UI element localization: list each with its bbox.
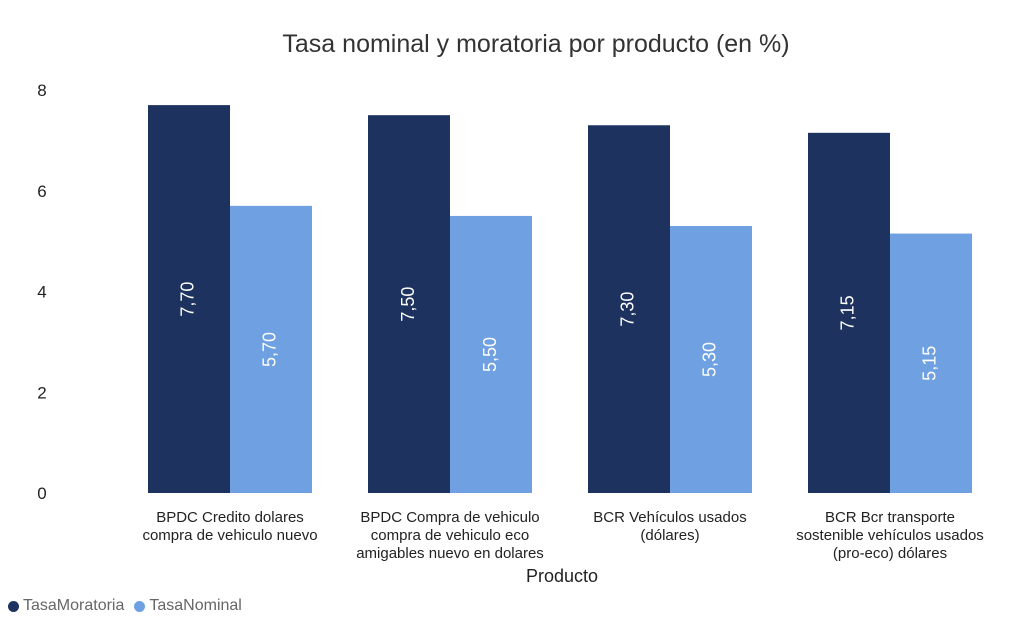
x-tick-label: BPDC Compra de vehiculo <box>360 509 539 526</box>
x-tick-label: amigables nuevo en dolares <box>356 545 544 562</box>
bar-value-label: 7,50 <box>398 287 418 322</box>
legend: TasaMoratoria TasaNominal <box>8 597 252 615</box>
y-tick-label: 8 <box>37 81 46 100</box>
bar-tasamoratoria[interactable] <box>148 105 230 494</box>
legend-item-nominal[interactable]: TasaNominal <box>134 597 242 615</box>
bar-value-label: 7,30 <box>618 292 638 327</box>
legend-swatch-nominal <box>134 600 146 612</box>
y-tick-label: 2 <box>37 383 46 402</box>
bar-value-label: 7,15 <box>838 295 858 330</box>
x-tick-label: BCR Vehículos usados <box>593 509 746 526</box>
y-tick-label: 6 <box>37 182 46 201</box>
bar-tasamoratoria[interactable] <box>588 125 670 493</box>
x-tick-label: (dólares) <box>640 527 699 544</box>
legend-label-moratoria: TasaMoratoria <box>23 597 125 614</box>
bar-tasanominal[interactable] <box>230 205 312 494</box>
y-tick-label: 0 <box>37 484 46 503</box>
bar-tasanominal[interactable] <box>890 233 972 493</box>
x-tick-label: compra de vehiculo eco <box>371 527 529 544</box>
x-tick-label: BCR Bcr transporte <box>825 509 955 526</box>
legend-item-moratoria[interactable]: TasaMoratoria <box>8 597 124 615</box>
bar-value-label: 5,50 <box>480 337 500 372</box>
x-tick-label: BPDC Credito dolares <box>156 509 304 526</box>
bar-value-label: 5,15 <box>920 346 940 381</box>
y-axis: 0 2 4 6 8 <box>37 81 46 503</box>
bars-group: 7,70 5,70 7,50 5,50 7,30 5,30 7,15 5,15 <box>148 105 972 494</box>
legend-swatch-moratoria <box>8 600 19 612</box>
bar-tasanominal[interactable] <box>670 226 752 493</box>
x-tick-label: sostenible vehículos usados <box>796 527 984 544</box>
bar-tasanominal[interactable] <box>450 215 532 493</box>
bar-tasamoratoria[interactable] <box>368 115 450 493</box>
bar-value-label: 7,70 <box>178 282 198 317</box>
y-tick-label: 4 <box>37 283 46 302</box>
bar-value-label: 5,30 <box>700 342 720 377</box>
x-axis-label: Producto <box>526 566 598 586</box>
bar-value-label: 5,70 <box>260 332 280 367</box>
x-tick-label: compra de vehiculo nuevo <box>142 527 317 544</box>
legend-label-nominal: TasaNominal <box>149 597 242 614</box>
x-tick-label: (pro-eco) dólares <box>833 545 947 562</box>
bar-tasamoratoria[interactable] <box>808 132 890 493</box>
bar-chart: Tasa nominal y moratoria por producto (e… <box>37 30 984 586</box>
chart-title: Tasa nominal y moratoria por producto (e… <box>282 30 789 58</box>
